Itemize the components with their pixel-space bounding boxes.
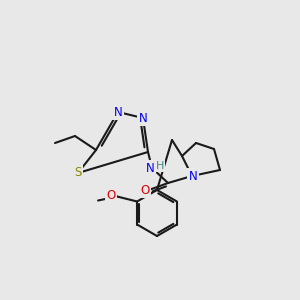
Text: S: S [74,167,82,179]
Text: O: O [106,189,116,202]
Text: N: N [139,112,147,124]
Text: N: N [114,106,122,118]
Text: H: H [156,161,164,171]
Text: N: N [189,169,197,182]
Text: N: N [146,161,154,175]
Text: O: O [140,184,150,196]
